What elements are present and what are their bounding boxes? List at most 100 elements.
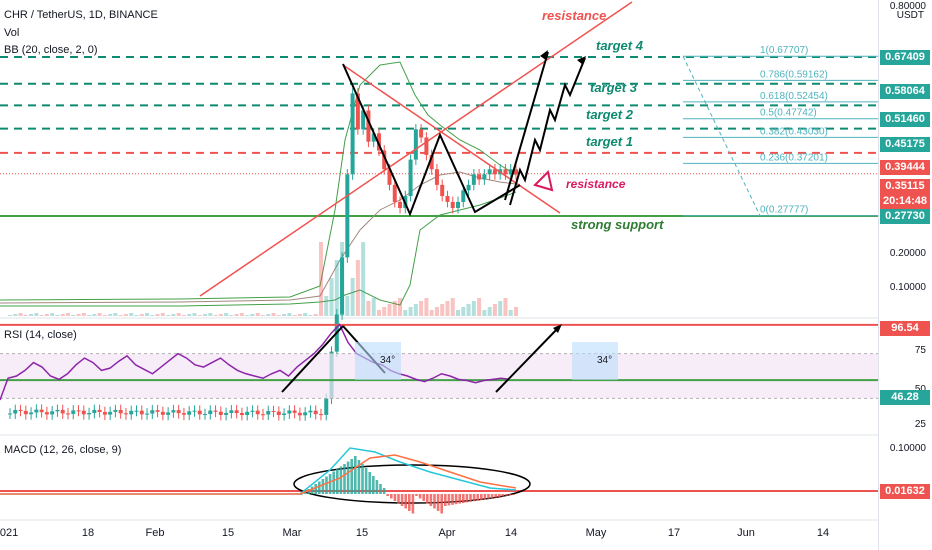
candle-body [160,411,165,415]
candle-body [287,410,292,414]
candle-body [34,409,39,413]
volume-bar [92,314,97,316]
time-axis-label: Jun [737,527,755,539]
price-tag-red[interactable]: 96.54 [880,321,930,336]
macd-histogram-bar [354,456,357,494]
macd-histogram-bar [393,494,397,501]
price-tag-red[interactable]: 20:14:48 [880,194,930,209]
target-arrow-line [504,51,549,201]
volume-bar [234,314,239,316]
candle-body [440,184,445,197]
volume-bar [487,307,492,316]
volume-bar [197,315,202,316]
price-tag-red[interactable]: 0.39444 [880,160,930,175]
candle-body [413,129,418,160]
volume-bar [187,314,192,316]
volume-bar [229,315,234,316]
macd-histogram-bar [346,461,350,494]
candle-body [71,410,76,414]
volume-bar [376,310,381,316]
bollinger-basis [0,171,517,304]
macd-histogram-bar [318,481,321,494]
volume-label[interactable]: Vol [4,27,20,39]
price-tag-red[interactable]: 0.35115 [880,179,930,194]
candle-body [271,410,276,412]
target-2-label: target 2 [586,107,634,122]
currency-label: USDT [896,10,924,21]
volume-bar [245,315,250,316]
candle-body [361,110,366,130]
price-axis[interactable] [878,0,932,550]
volume-bar [18,313,23,316]
macd-histogram-bar [469,494,472,502]
angle-box-2 [572,342,618,380]
candle-body [255,410,260,415]
fib-level-label: 0.382(0.43030) [760,126,828,137]
candle-body [387,169,392,185]
macd-histogram-bar [487,494,490,499]
volume-bar [313,314,318,316]
volume-bar [213,315,218,316]
axis-tick-label: 50 [915,384,926,395]
volume-bar [271,313,276,316]
volume-bar [160,313,165,316]
candle-body [456,201,461,208]
price-tag-green[interactable]: 0.27730 [880,209,930,224]
price-tag-green[interactable]: 46.28 [880,390,930,405]
price-tag-red[interactable]: 0.01632 [880,484,930,499]
volume-bar [261,315,265,316]
axis-tick-label: 75 [914,345,926,356]
macd-histogram-bar [372,476,375,494]
strong-support-label: strong support [571,217,664,232]
volume-bar [134,315,139,316]
candle-body [13,409,18,414]
macd-histogram-bar [447,494,451,506]
macd-histogram-bar [310,486,314,494]
volume-bar [23,315,28,316]
volume-bar [508,310,513,316]
angle-label-1: 34° [380,355,395,366]
symbol-title[interactable]: CHR / TetherUS, 1D, BINANCE [4,9,158,21]
candle-body [8,413,12,415]
bollinger-label[interactable]: BB (20, close, 2, 0) [4,44,98,56]
candle-body [282,413,287,416]
volume-bar [71,315,76,316]
volume-bar [429,310,434,316]
candle-body [408,159,413,197]
volume-bar [318,242,323,316]
price-tag-green[interactable]: 0.51460 [880,112,930,127]
candle-body [482,174,487,180]
candle-body [382,150,387,170]
candle-body [313,410,318,415]
volume-bar [387,304,392,316]
candle-body [355,93,360,130]
volume-bar [355,260,360,316]
time-axis-label: Feb [145,527,165,539]
volume-bar [329,278,334,316]
target-arrow-head [540,50,548,60]
candle-body [239,412,244,416]
candle-body [55,409,60,412]
price-tag-green[interactable]: 0.67409 [880,50,930,65]
macd-histogram-bar [498,494,501,497]
candle-body [76,410,81,412]
volume-bar [102,315,107,316]
macd-histogram-bar [300,494,303,495]
axis-tick-label: 0.80000 [889,1,926,12]
time-axis-label: 18 [81,527,95,539]
price-tag-green[interactable]: 0.45175 [880,137,930,152]
candle-body [466,184,471,191]
macd-histogram-bar [336,469,339,494]
candle-body [187,411,192,415]
price-tag-green[interactable]: 0.58064 [880,84,930,99]
candle-body [266,410,271,415]
macd-histogram-bar [375,480,379,494]
macd-label[interactable]: MACD (12, 26, close, 9) [4,444,122,456]
volume-bar [176,313,181,316]
candle-body [318,414,323,416]
candle-body [308,410,313,413]
macd-histogram-bar [307,489,310,494]
rsi-label[interactable]: RSI (14, close) [4,329,77,341]
